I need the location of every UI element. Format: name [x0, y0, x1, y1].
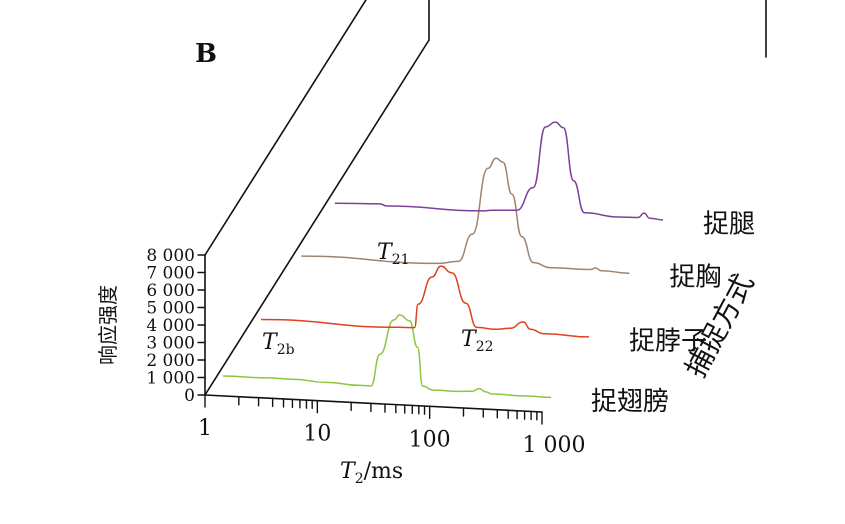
series-line [260, 265, 590, 338]
series-lines [222, 121, 664, 399]
x-tick-label: 1 [198, 416, 212, 441]
series-label: 捉翅膀 [591, 387, 669, 417]
x-axis-title: T2/ms [340, 459, 403, 487]
series-label: 捉腿 [703, 209, 755, 239]
x-tick-label: 1 000 [523, 433, 586, 458]
y-axis-title: 响应强度 [96, 285, 120, 365]
floor-front-edge [204, 394, 543, 413]
series-line [334, 121, 664, 221]
annotation-label: T22 [461, 327, 494, 355]
y-tick-label: 2 000 [146, 351, 195, 371]
y-tick-label: 3 000 [146, 334, 195, 354]
axis-ticks [197, 254, 543, 425]
y-tick-label: 5 000 [146, 299, 195, 319]
x-tick-label: 100 [409, 427, 451, 452]
series-line [222, 314, 552, 399]
series-line [301, 157, 630, 274]
y-tick-label: 0 [184, 386, 195, 406]
axes-box [204, 0, 767, 413]
y-tick-label: 4 000 [146, 316, 195, 336]
annotation-label: T2b [262, 330, 295, 358]
panel-label: B [195, 39, 217, 69]
series-label: 捉脖子 [629, 326, 707, 356]
y-tick-label: 6 000 [146, 281, 195, 301]
y-tick-label: 7 000 [146, 264, 195, 284]
annotation-label: T21 [377, 240, 410, 268]
y-tick-label: 8 000 [146, 246, 195, 266]
floor-left-edge [204, 39, 430, 396]
left-wall-top-edge [204, 0, 367, 256]
y-tick-label: 1 000 [146, 369, 195, 389]
x-tick-label: 10 [303, 422, 331, 447]
series-label: 捉胸 [669, 263, 721, 293]
